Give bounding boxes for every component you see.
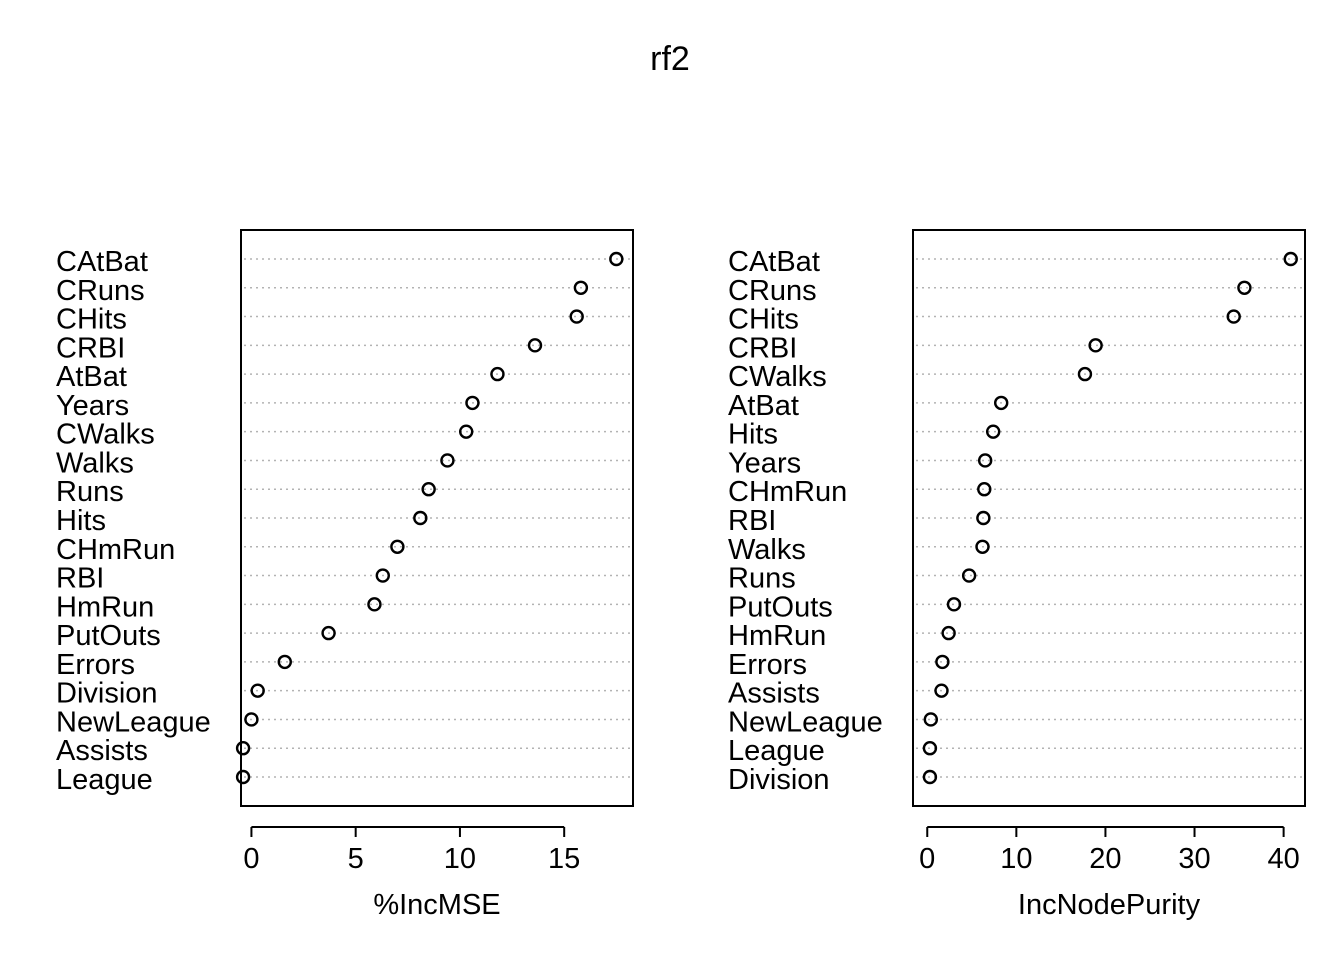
category-label: CHmRun bbox=[728, 476, 847, 508]
category-label: NewLeague bbox=[728, 706, 883, 738]
data-point bbox=[1237, 280, 1252, 295]
x-tick-label: 0 bbox=[243, 843, 259, 875]
category-label: Errors bbox=[56, 649, 135, 681]
data-point bbox=[994, 395, 1009, 411]
data-point bbox=[244, 712, 259, 727]
x-tick-label: 0 bbox=[919, 843, 935, 875]
data-point bbox=[922, 769, 938, 785]
x-tick-label: 5 bbox=[348, 843, 364, 875]
category-label: Hits bbox=[56, 505, 106, 537]
category-label: CHits bbox=[56, 304, 127, 336]
x-tick-label: 15 bbox=[548, 843, 580, 875]
data-point bbox=[321, 625, 336, 641]
plot-frame bbox=[912, 229, 1306, 807]
category-label: CAtBat bbox=[728, 246, 820, 278]
data-point bbox=[235, 769, 251, 785]
data-point bbox=[375, 568, 390, 583]
data-point bbox=[961, 568, 977, 583]
figure-title: rf2 bbox=[650, 40, 690, 78]
panel-incnodepurity: CAtBatCRunsCHitsCRBICWalksAtBatHitsYears… bbox=[728, 229, 1306, 921]
category-label: PutOuts bbox=[728, 591, 833, 623]
data-point bbox=[440, 453, 455, 468]
data-point bbox=[1226, 309, 1241, 324]
data-point bbox=[421, 482, 436, 497]
category-label: League bbox=[728, 735, 825, 767]
category-label: Years bbox=[728, 447, 801, 479]
category-label: HmRun bbox=[728, 620, 826, 652]
category-label: Errors bbox=[728, 649, 807, 681]
data-point bbox=[941, 625, 956, 641]
data-point bbox=[976, 510, 991, 526]
category-label: RBI bbox=[56, 563, 104, 595]
category-label: CWalks bbox=[56, 419, 155, 451]
category-label: RBI bbox=[728, 505, 776, 537]
data-point bbox=[569, 309, 584, 324]
x-tick-label: 10 bbox=[1000, 843, 1032, 875]
data-point bbox=[465, 395, 480, 411]
category-label: AtBat bbox=[56, 361, 127, 393]
data-point bbox=[977, 453, 993, 468]
category-label: CRBI bbox=[728, 332, 797, 364]
data-point bbox=[458, 424, 474, 439]
category-label: NewLeague bbox=[56, 706, 211, 738]
data-point bbox=[975, 539, 990, 554]
data-point bbox=[527, 338, 543, 353]
x-tick-label: 30 bbox=[1178, 843, 1210, 875]
category-label: Walks bbox=[728, 534, 806, 566]
category-label: Division bbox=[56, 678, 158, 710]
data-point bbox=[250, 683, 265, 698]
x-tick-label: 40 bbox=[1267, 843, 1299, 875]
data-point bbox=[935, 654, 950, 670]
data-point bbox=[367, 597, 382, 612]
category-label: Walks bbox=[56, 447, 134, 479]
category-label: Division bbox=[728, 764, 830, 796]
data-point bbox=[934, 683, 949, 698]
data-point bbox=[609, 251, 624, 267]
data-point bbox=[1088, 338, 1103, 353]
category-label: AtBat bbox=[728, 390, 799, 422]
data-point bbox=[277, 654, 292, 670]
data-point bbox=[390, 539, 405, 554]
category-label: CWalks bbox=[728, 361, 827, 393]
category-label: Years bbox=[56, 390, 129, 422]
data-point bbox=[922, 741, 938, 756]
data-point bbox=[946, 597, 962, 612]
data-point bbox=[235, 741, 251, 756]
data-point bbox=[490, 366, 505, 382]
category-label: CHits bbox=[728, 304, 799, 336]
category-label: Runs bbox=[728, 563, 796, 595]
x-tick-label: 20 bbox=[1089, 843, 1121, 875]
category-label: CRuns bbox=[728, 275, 817, 307]
plot-frame bbox=[240, 229, 634, 807]
data-point bbox=[977, 482, 992, 497]
data-point bbox=[923, 712, 939, 727]
category-label: Assists bbox=[56, 735, 148, 767]
category-label: Runs bbox=[56, 476, 124, 508]
data-point bbox=[573, 280, 589, 295]
x-axis-label: IncNodePurity bbox=[1018, 889, 1201, 921]
data-point bbox=[413, 510, 428, 526]
category-label: Assists bbox=[728, 678, 820, 710]
data-point bbox=[1283, 251, 1298, 267]
category-label: CHmRun bbox=[56, 534, 175, 566]
data-point bbox=[985, 424, 1001, 439]
category-label: CRuns bbox=[56, 275, 145, 307]
category-label: PutOuts bbox=[56, 620, 161, 652]
x-tick-label: 10 bbox=[444, 843, 476, 875]
category-label: League bbox=[56, 764, 153, 796]
category-label: Hits bbox=[728, 419, 778, 451]
data-point bbox=[1077, 366, 1093, 382]
category-label: CAtBat bbox=[56, 246, 148, 278]
x-axis-label: %IncMSE bbox=[373, 889, 500, 921]
panel-incmse: CAtBatCRunsCHitsCRBIAtBatYearsCWalksWalk… bbox=[56, 229, 634, 921]
category-label: HmRun bbox=[56, 591, 154, 623]
category-label: CRBI bbox=[56, 332, 125, 364]
